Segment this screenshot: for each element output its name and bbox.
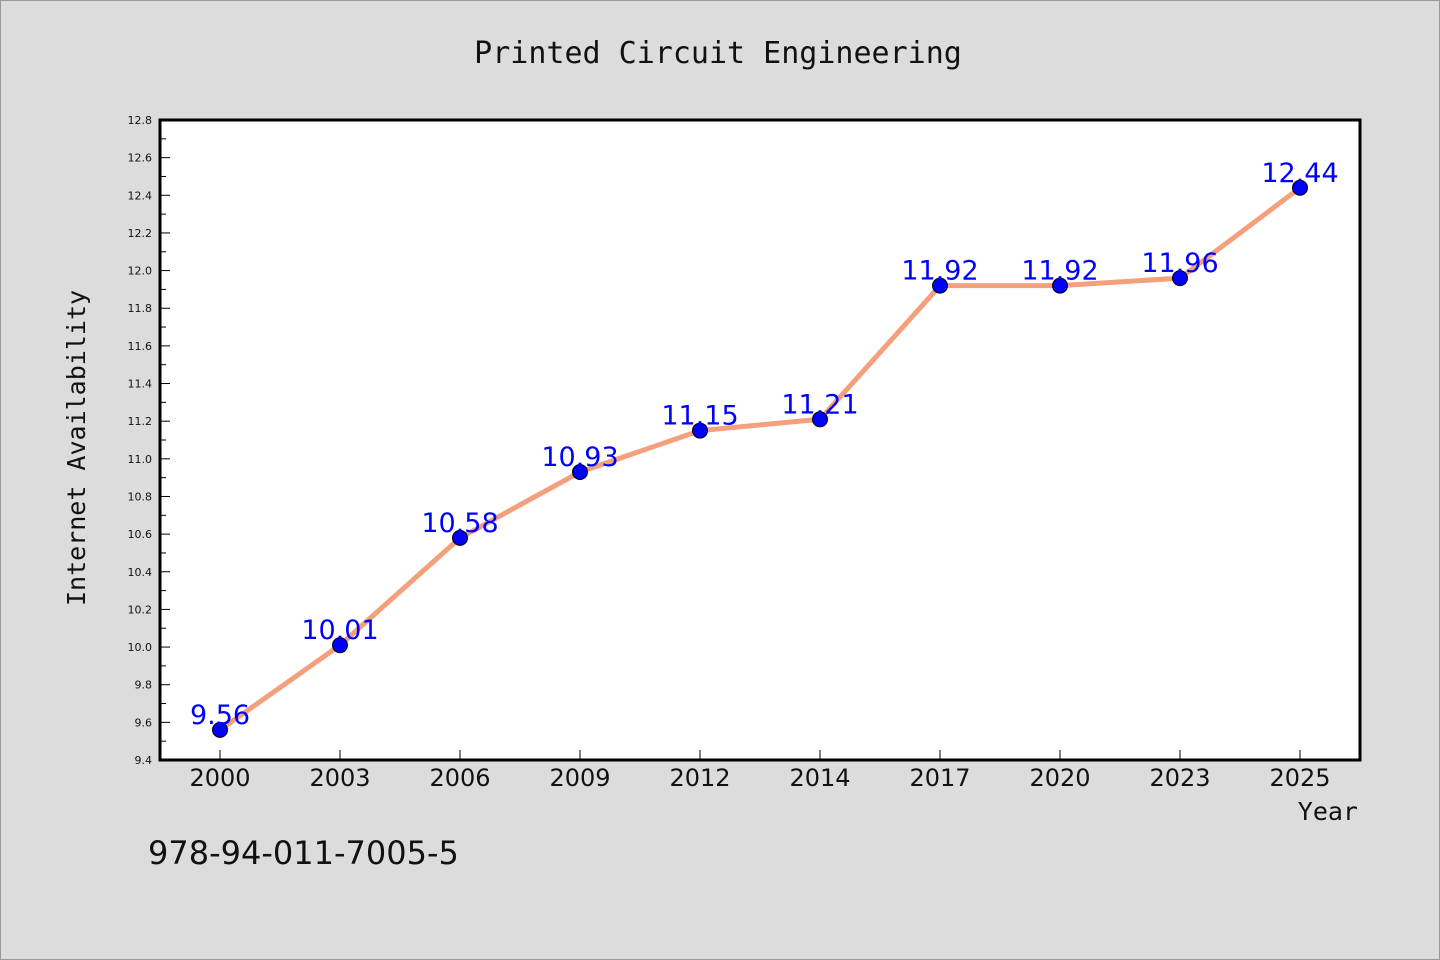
data-label: 10.93 <box>541 442 618 473</box>
data-point <box>812 411 828 428</box>
y-tick-label: 12.8 <box>128 114 153 127</box>
data-point <box>1172 270 1188 287</box>
data-point <box>1292 179 1308 196</box>
data-label: 11.21 <box>781 389 858 420</box>
data-point <box>1052 277 1068 294</box>
y-tick-label: 10.2 <box>128 603 153 616</box>
x-axis: 2000 2003 2006 2009 2012 2014 2017 2020 2023 2025 <box>189 750 1331 792</box>
series-layer <box>212 179 1308 738</box>
x-tick-label: 2003 <box>309 764 370 792</box>
y-tick-label: 9.4 <box>135 754 153 767</box>
data-label: 11.92 <box>1021 256 1098 287</box>
x-tick-label: 2009 <box>549 764 610 792</box>
data-label: 9.56 <box>190 700 250 731</box>
data-label: 11.92 <box>901 256 978 287</box>
y-tick-label: 9.6 <box>135 716 153 729</box>
y-tick-label: 12.2 <box>128 227 153 240</box>
data-point <box>572 464 588 480</box>
x-tick-label: 2012 <box>669 764 730 792</box>
data-label: 11.96 <box>1141 248 1218 279</box>
y-tick-label: 9.8 <box>135 679 153 692</box>
data-point <box>212 721 228 738</box>
y-tick-label: 10.4 <box>128 566 153 579</box>
data-label: 10.58 <box>421 508 498 539</box>
plot-area <box>158 118 1362 762</box>
x-tick-label: 2014 <box>789 764 850 792</box>
y-tick-label: 11.2 <box>128 415 153 428</box>
x-axis-title: Year <box>1298 797 1358 826</box>
data-label: 11.15 <box>661 401 738 432</box>
data-point <box>932 277 948 294</box>
y-tick-label: 12.4 <box>128 189 153 202</box>
isbn-footnote: 978-94-011-7005-5 <box>148 834 459 872</box>
y-tick-label: 10.0 <box>128 641 153 654</box>
y-tick-label: 11.6 <box>128 340 153 353</box>
y-tick-label: 12.0 <box>128 265 153 278</box>
y-tick-label: 11.0 <box>128 453 153 466</box>
y-tick-label: 10.6 <box>128 528 153 541</box>
y-axis-title: Internet Availability <box>62 290 91 606</box>
x-tick-label: 2020 <box>1029 764 1090 792</box>
x-tick-label: 2017 <box>909 764 970 792</box>
data-labels: 9.56 10.01 10.58 10.93 11.15 11.21 11.92 11.92 1… <box>190 158 1339 731</box>
y-tick-label: 10.8 <box>128 490 153 503</box>
data-point <box>332 637 348 654</box>
x-tick-label: 2023 <box>1149 764 1210 792</box>
y-axis: 9.4 9.6 9.8 10.0 10.2 10.4 10.6 10.8 11.0 11.2 11.… <box>128 114 170 767</box>
data-point <box>452 529 468 546</box>
chart-title: Printed Circuit Engineering <box>474 36 962 71</box>
data-point <box>692 422 708 439</box>
y-tick-label: 11.8 <box>128 302 153 315</box>
x-tick-label: 2025 <box>1269 764 1330 792</box>
data-label: 12.44 <box>1261 158 1338 189</box>
y-tick-label: 12.6 <box>128 152 153 165</box>
data-label: 10.01 <box>301 615 378 646</box>
y-tick-label: 11.4 <box>128 378 153 391</box>
series-line <box>217 185 1303 733</box>
x-tick-label: 2000 <box>189 764 250 792</box>
x-tick-label: 2006 <box>429 764 490 792</box>
